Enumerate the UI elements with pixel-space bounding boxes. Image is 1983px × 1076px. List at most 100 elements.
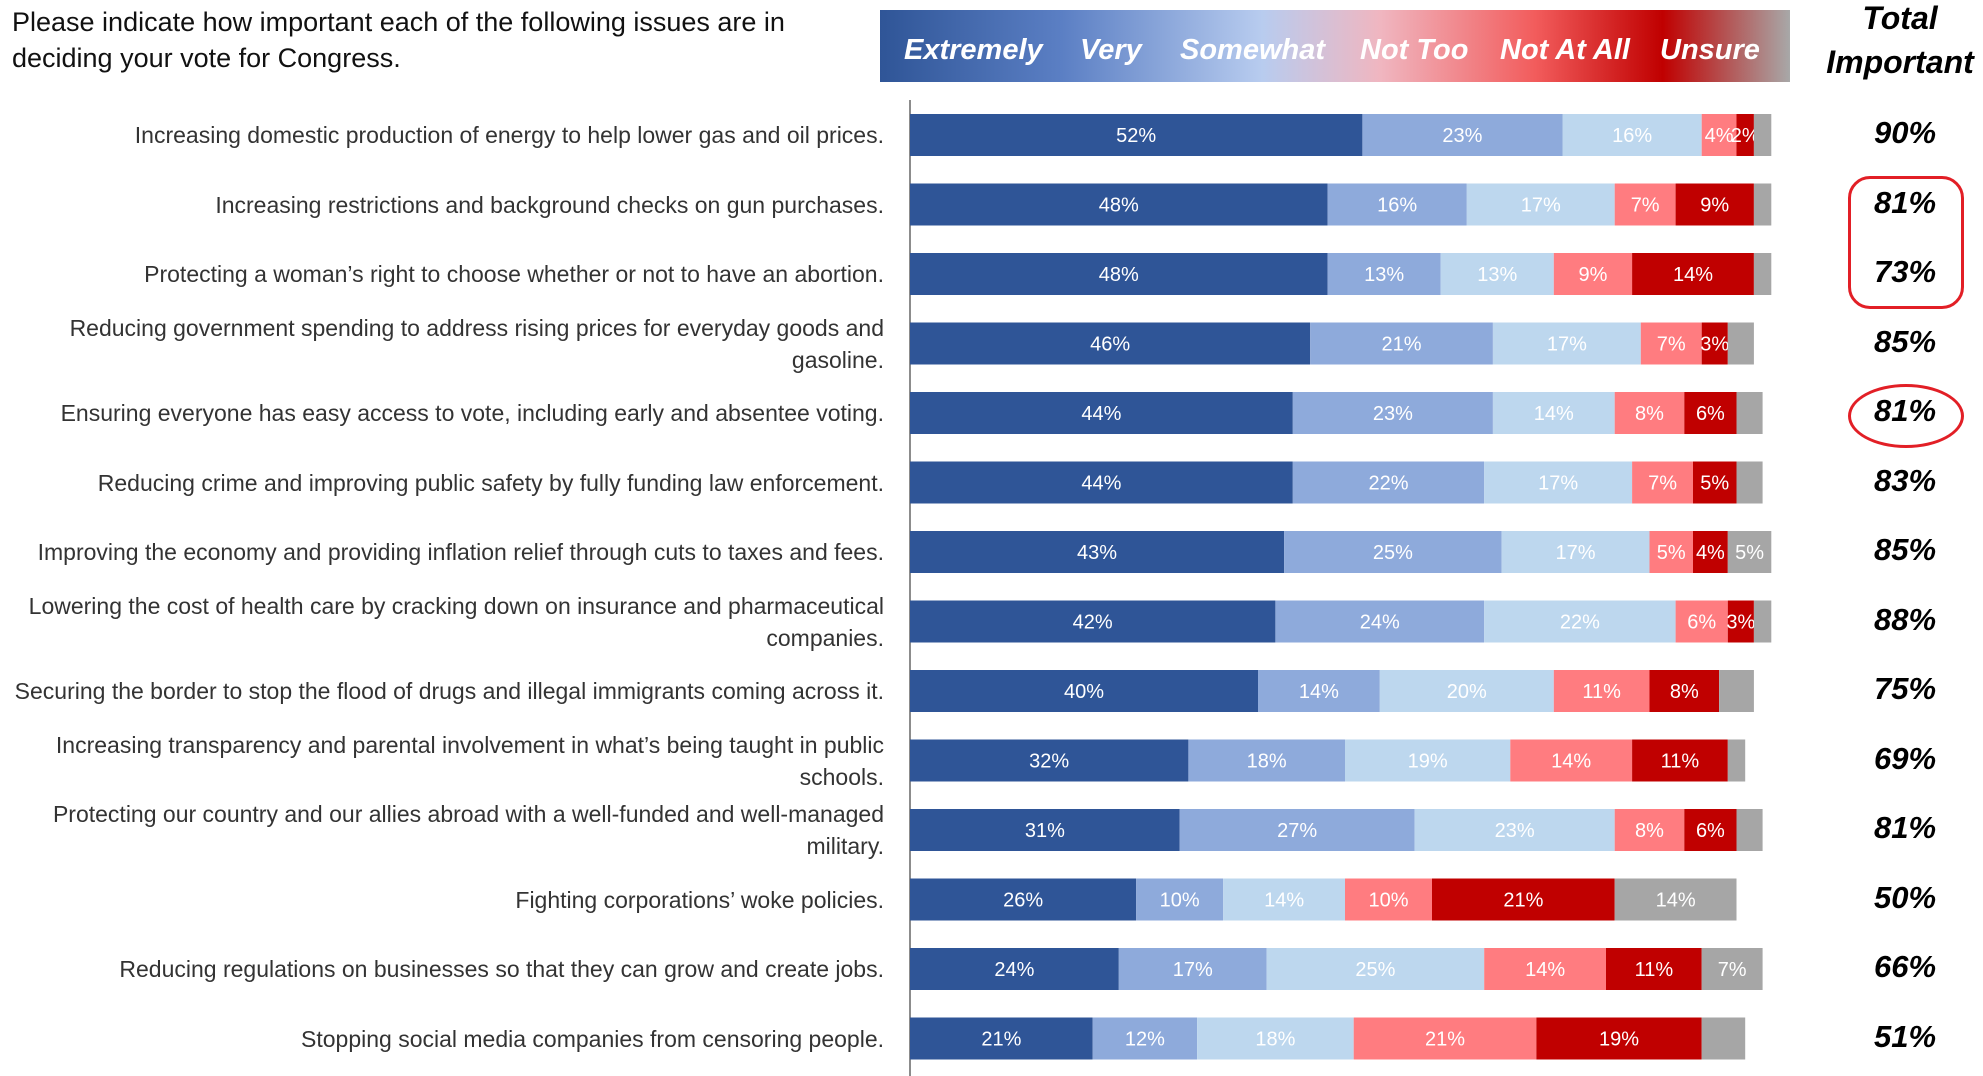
- bar-segment-very: [1292, 392, 1493, 434]
- bar-segment-not-at-all: [1727, 600, 1754, 643]
- legend-bar: Extremely Very Somewhat Not Too Not At All Un…: [880, 10, 1790, 82]
- category-label: Reducing crime and improving public safe…: [97, 469, 884, 496]
- bar-segment-unsure: [1614, 878, 1737, 921]
- data-label: 26%: [1003, 890, 1043, 912]
- data-label: 14%: [1299, 681, 1339, 703]
- bar-segment-very: [1284, 531, 1502, 573]
- bar-segment-somewhat: [1197, 1017, 1354, 1060]
- total-important-value: 75%: [1873, 671, 1937, 706]
- bar-segment-very: [1362, 114, 1563, 156]
- bar-segment-extremely: [910, 253, 1328, 295]
- data-label: 14%: [1551, 751, 1591, 773]
- bar-segment-not-at-all: [1684, 809, 1737, 851]
- data-label: 13%: [1364, 264, 1404, 286]
- bar-segment-somewhat: [1501, 531, 1650, 573]
- data-label: 18%: [1255, 1029, 1295, 1051]
- data-label: 44%: [1081, 473, 1121, 495]
- bar-segment-unsure: [1719, 670, 1754, 712]
- bar-segment-not-too: [1614, 183, 1676, 226]
- data-label: 18%: [1247, 751, 1287, 773]
- legend-not-at-all: Not At All: [1500, 34, 1630, 66]
- data-label: 3%: [1726, 612, 1755, 634]
- legend-somewhat: Somewhat: [1180, 34, 1326, 66]
- bar-segment-unsure: [1753, 183, 1772, 226]
- data-label: 7%: [1631, 195, 1660, 217]
- data-label: 46%: [1090, 334, 1130, 356]
- bar-segment-unsure: [1736, 461, 1763, 504]
- data-label: 24%: [994, 959, 1034, 981]
- bar-segment-somewhat: [1484, 461, 1633, 504]
- bar-segment-somewhat: [1223, 878, 1345, 921]
- total-important-value: 51%: [1873, 1018, 1937, 1054]
- bar-segment-not-too: [1649, 531, 1693, 573]
- data-label: 44%: [1081, 403, 1121, 425]
- bar-segment-extremely: [910, 948, 1119, 990]
- data-label: 22%: [1368, 473, 1408, 495]
- data-label: 21%: [1425, 1029, 1465, 1051]
- bar-segment-not-too: [1614, 809, 1685, 851]
- bar-segment-not-at-all: [1536, 1017, 1702, 1060]
- bar-segment-unsure: [1753, 253, 1772, 295]
- data-label: 4%: [1705, 125, 1734, 147]
- bar-segment-somewhat: [1492, 322, 1641, 365]
- total-important-value: 69%: [1873, 740, 1937, 776]
- total-important-value: 88%: [1873, 601, 1937, 637]
- data-label: 4%: [1696, 542, 1725, 564]
- data-label: 3%: [1700, 334, 1729, 356]
- data-label: 9%: [1700, 195, 1729, 217]
- legend-very: Very: [1080, 34, 1142, 66]
- data-label: 27%: [1277, 820, 1317, 842]
- bar-segment-somewhat: [1345, 739, 1511, 782]
- total-important-value: 83%: [1873, 462, 1937, 498]
- bar-segment-extremely: [910, 670, 1258, 712]
- category-label: Reducing regulations on businesses so th…: [119, 956, 884, 982]
- total-important-value: 81%: [1873, 810, 1937, 845]
- category-label: Reducing government spending to address …: [69, 314, 884, 373]
- bar-segment-not-at-all: [1432, 878, 1615, 921]
- bar-segment-not-at-all: [1632, 739, 1728, 782]
- bar-segment-not-too: [1484, 948, 1606, 990]
- bar-segment-extremely: [910, 461, 1293, 504]
- data-label: 17%: [1556, 542, 1596, 564]
- total-important-value: 85%: [1873, 532, 1937, 567]
- data-label: 11%: [1635, 959, 1674, 981]
- data-label: 22%: [1560, 612, 1600, 634]
- bar-segment-not-at-all: [1693, 531, 1728, 573]
- bar-segment-somewhat: [1266, 948, 1485, 990]
- data-label: 14%: [1656, 890, 1696, 912]
- data-label: 9%: [1578, 264, 1607, 286]
- bar-segment-not-too: [1553, 253, 1633, 295]
- bar-segment-not-too: [1632, 461, 1693, 504]
- data-label: 23%: [1442, 125, 1482, 147]
- bar-segment-not-too: [1553, 670, 1650, 712]
- data-label: 14%: [1534, 403, 1574, 425]
- data-label: 7%: [1648, 473, 1677, 495]
- bar-segment-somewhat: [1484, 600, 1676, 643]
- data-label: 13%: [1477, 264, 1517, 286]
- highlight-outline: [1848, 384, 1964, 448]
- category-label: Ensuring everyone has easy access to vot…: [60, 400, 884, 426]
- data-label: 2%: [1731, 125, 1760, 147]
- category-label: Fighting corporations’ woke policies.: [515, 886, 884, 913]
- data-label: 52%: [1116, 125, 1156, 147]
- bar-segment-somewhat: [1466, 183, 1615, 226]
- bar-segment-extremely: [910, 392, 1293, 434]
- category-label: Stopping social media companies from cen…: [301, 1025, 884, 1052]
- bar-segment-very: [1292, 461, 1485, 504]
- data-label: 17%: [1538, 473, 1578, 495]
- data-label: 14%: [1264, 890, 1304, 912]
- data-label: 31%: [1025, 820, 1065, 842]
- bar-segment-very: [1179, 809, 1415, 851]
- bar-segment-not-at-all: [1693, 461, 1737, 504]
- total-header-line-1: Total: [1862, 0, 1938, 36]
- data-label: 5%: [1700, 473, 1729, 495]
- bar-segment-not-at-all: [1632, 253, 1754, 295]
- bar-segment-very: [1118, 948, 1267, 990]
- bar-segment-somewhat: [1379, 670, 1554, 712]
- category-label: Increasing transparency and parental inv…: [55, 731, 884, 790]
- data-label: 21%: [1503, 890, 1543, 912]
- bar-segment-very: [1275, 600, 1485, 643]
- data-label: 19%: [1408, 751, 1448, 773]
- data-label: 19%: [1599, 1029, 1639, 1051]
